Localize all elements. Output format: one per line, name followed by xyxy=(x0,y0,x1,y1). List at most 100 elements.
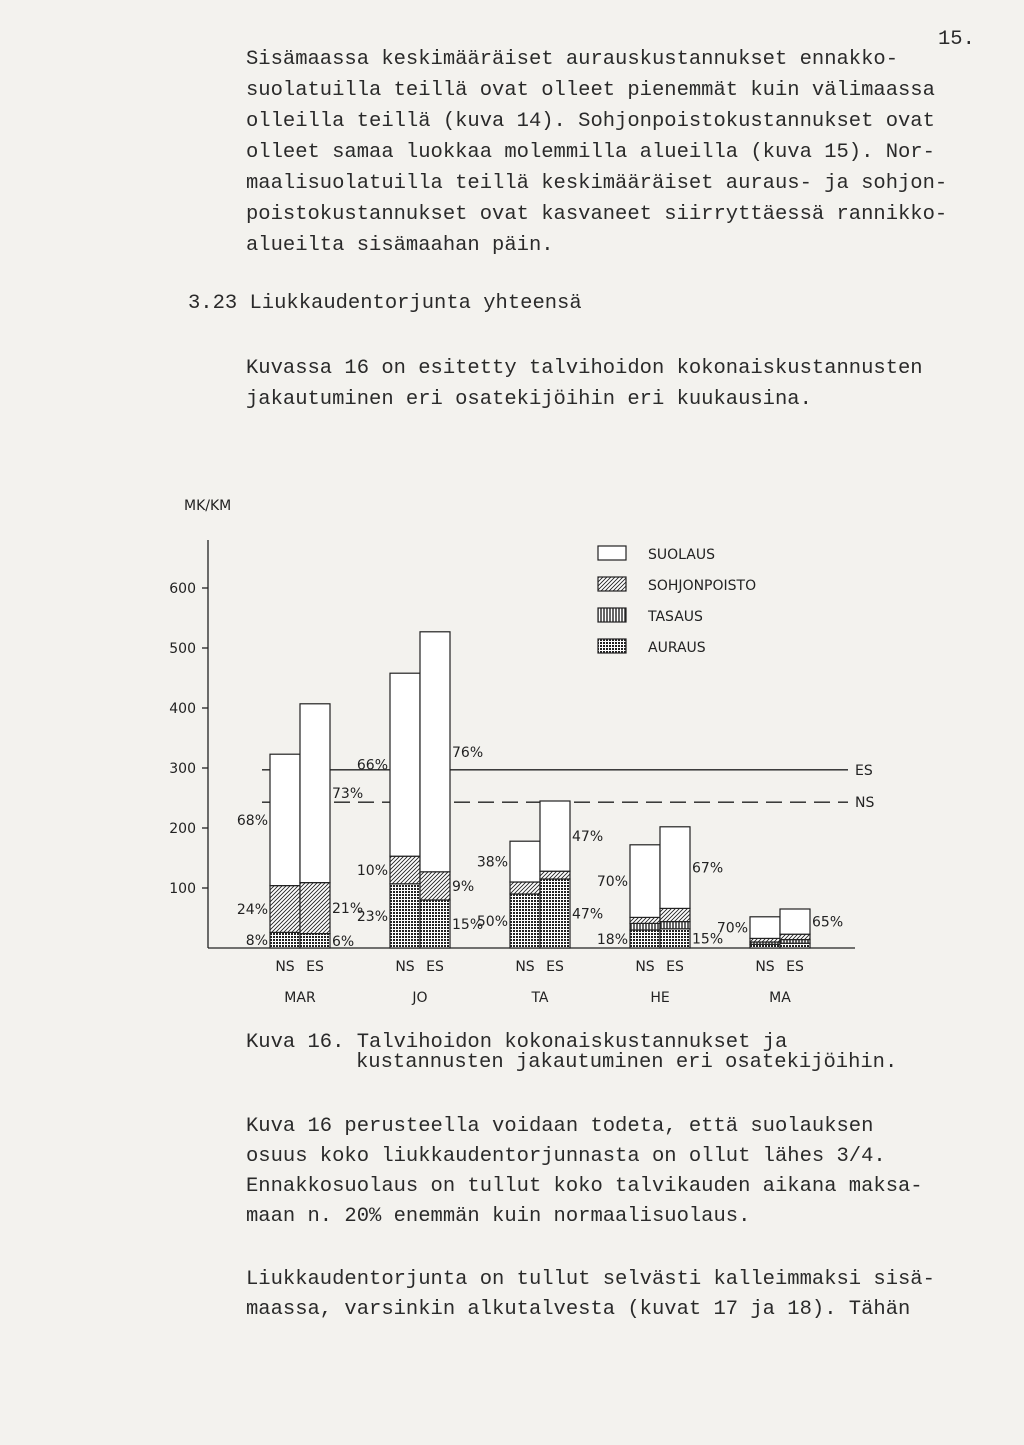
x-tick-label: ES xyxy=(666,959,684,975)
group-label: MAR xyxy=(284,990,316,1006)
paragraph-line: Ennakkosuolaus on tullut koko talvikaude… xyxy=(246,1175,923,1198)
bar-segment xyxy=(539,878,571,949)
share-label: 24% xyxy=(237,902,268,918)
bar-segment xyxy=(749,916,781,939)
share-label: 6% xyxy=(332,934,354,950)
bar-segment xyxy=(659,907,691,923)
share-label: 38% xyxy=(477,855,508,871)
paragraph-line: Liukkaudentorjunta on tullut selvästi ka… xyxy=(246,1268,935,1291)
bar-segment xyxy=(629,922,661,931)
share-label: 15% xyxy=(692,931,723,947)
bar-segment xyxy=(779,933,811,941)
share-label: 50% xyxy=(477,914,508,930)
bar-segment xyxy=(269,753,301,887)
share-label: 70% xyxy=(717,921,748,937)
y-tick-label: 400 xyxy=(169,701,196,717)
bar-segment xyxy=(419,631,451,873)
y-tick-label: 100 xyxy=(169,881,196,897)
caption-line: Kuva 16. Talvihoidon kokonaiskustannukse… xyxy=(246,1031,787,1054)
group-label: MA xyxy=(769,990,791,1006)
bar-segment xyxy=(389,672,421,857)
x-tick-label: ES xyxy=(426,959,444,975)
bar-segment xyxy=(659,920,691,930)
y-tick-label: 500 xyxy=(169,641,196,657)
bar-segment xyxy=(269,931,301,949)
legend-swatch xyxy=(597,545,627,561)
share-label: 15% xyxy=(452,917,483,933)
legend-label: AURAUS xyxy=(648,640,706,656)
y-tick-label: 200 xyxy=(169,821,196,837)
bar-segment xyxy=(509,840,541,883)
share-label: 66% xyxy=(357,758,388,774)
bar-segment xyxy=(629,929,661,949)
bar-segment xyxy=(389,883,421,949)
share-label: 10% xyxy=(357,863,388,879)
share-label: 70% xyxy=(597,874,628,890)
legend-swatch xyxy=(597,607,627,623)
bar-segment xyxy=(299,932,331,949)
bar-segment xyxy=(629,844,661,918)
bar-segment xyxy=(299,703,331,884)
y-tick-label: 600 xyxy=(169,581,196,597)
paragraph-line: maassa, varsinkin alkutalvesta (kuvat 17… xyxy=(246,1298,910,1321)
x-tick-label: NS xyxy=(275,959,294,975)
bar-segment xyxy=(299,881,331,935)
share-label: 47% xyxy=(572,907,603,923)
bar-segment xyxy=(269,884,301,933)
x-tick-label: NS xyxy=(515,959,534,975)
paragraph-line: Kuva 16 perusteella voidaan todeta, että… xyxy=(246,1115,873,1138)
x-tick-label: ES xyxy=(306,959,324,975)
x-tick-label: NS xyxy=(395,959,414,975)
legend-swatch xyxy=(597,638,627,654)
paragraph-line: olleet samaa luokkaa molemmilla alueilla… xyxy=(246,141,935,164)
legend-label: SOHJONPOISTO xyxy=(648,578,756,594)
share-label: 68% xyxy=(237,813,268,829)
paragraph-line: suolatuilla teillä ovat olleet pienemmät… xyxy=(246,79,935,102)
bar-segment xyxy=(539,870,571,880)
paragraph-line: Sisämaassa keskimääräiset aurauskustannu… xyxy=(246,48,898,71)
share-label: 76% xyxy=(452,745,483,761)
page-number: 15. xyxy=(938,28,975,51)
y-axis-label: MK/KM xyxy=(184,498,231,514)
bar-segment xyxy=(659,826,691,909)
x-tick-label: NS xyxy=(755,959,774,975)
paragraph-line: Kuvassa 16 on esitetty talvihoidon kokon… xyxy=(246,357,923,380)
bar-segment xyxy=(419,871,451,901)
share-label: 21% xyxy=(332,901,363,917)
reference-line-label: ES xyxy=(855,763,873,779)
paragraph-line: osuus koko liukkaudentorjunnasta on ollu… xyxy=(246,1145,886,1168)
share-label: 8% xyxy=(246,933,268,949)
paragraph-line: olleilla teillä (kuva 14). Sohjonpoistok… xyxy=(246,110,935,133)
bar-segment xyxy=(419,899,451,949)
bar-segment xyxy=(539,800,571,872)
bar-segment xyxy=(779,942,811,949)
caption-line: kustannusten jakautuminen eri osatekijöi… xyxy=(356,1051,897,1074)
paragraph-line: maan n. 20% enemmän kuin normaalisuolaus… xyxy=(246,1205,750,1228)
paragraph-line: maalisuolatuilla teillä keskimääräiset a… xyxy=(246,172,947,195)
paragraph-line: jakautuminen eri osatekijöihin eri kuuka… xyxy=(246,388,812,411)
share-label: 9% xyxy=(452,879,474,895)
share-label: 67% xyxy=(692,861,723,877)
group-label: JO xyxy=(411,990,427,1006)
paragraph-line: poistokustannukset ovat kasvaneet siirry… xyxy=(246,203,947,226)
share-label: 65% xyxy=(812,915,843,931)
share-label: 47% xyxy=(572,829,603,845)
share-label: 18% xyxy=(597,932,628,948)
x-tick-label: ES xyxy=(786,959,804,975)
legend-label: TASAUS xyxy=(647,609,703,625)
group-label: HE xyxy=(650,990,669,1006)
x-tick-label: NS xyxy=(635,959,654,975)
bar-segment xyxy=(389,855,421,885)
legend-swatch xyxy=(597,576,627,592)
y-tick-label: 300 xyxy=(169,761,196,777)
bar-segment xyxy=(509,881,541,895)
legend-label: SUOLAUS xyxy=(648,547,715,563)
reference-line-label: NS xyxy=(855,795,874,811)
x-tick-label: ES xyxy=(546,959,564,975)
bar-segment xyxy=(779,908,811,935)
bar-segment xyxy=(629,916,661,925)
section-heading: 3.23 Liukkaudentorjunta yhteensä xyxy=(188,292,582,315)
group-label: TA xyxy=(530,990,548,1006)
paragraph-line: alueilta sisämaahan päin. xyxy=(246,234,554,257)
